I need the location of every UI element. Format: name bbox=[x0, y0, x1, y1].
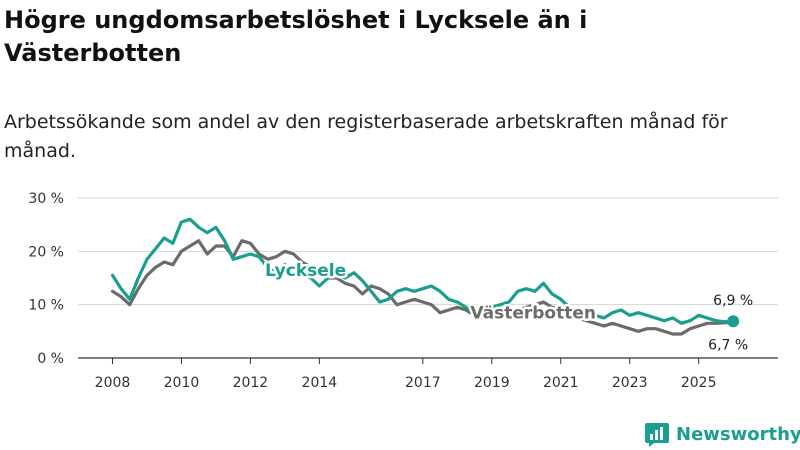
series-layer bbox=[110, 217, 740, 336]
x-tick-label: 2019 bbox=[474, 375, 510, 391]
x-tick-label: 2012 bbox=[233, 375, 269, 391]
y-tick-label: 10 % bbox=[28, 298, 64, 314]
y-tick-label: 20 % bbox=[28, 244, 64, 260]
x-tick-label: 2010 bbox=[164, 375, 200, 391]
end-label-vasterbotten: 6,7 % bbox=[708, 337, 748, 353]
y-tick-label: 30 % bbox=[28, 191, 64, 207]
label-layer: 6,9 % 6,7 % Lycksele Västerbotten bbox=[263, 259, 754, 354]
x-axis-ticks: 2008 2010 2012 2014 2017 2019 2021 2023 2025 bbox=[95, 358, 717, 391]
end-label-lycksele: 6,9 % bbox=[713, 293, 753, 309]
y-axis-ticks: 0 % 10 % 20 % 30 % bbox=[28, 191, 64, 367]
y-tick-label: 0 % bbox=[37, 351, 64, 367]
x-tick-label: 2014 bbox=[302, 375, 338, 391]
brand-logo: Newsworthy bbox=[644, 420, 800, 448]
series-line-lycksele bbox=[110, 217, 735, 325]
series-label-lycksele: Lycksele bbox=[265, 261, 346, 281]
x-tick-label: 2008 bbox=[95, 375, 131, 391]
end-point-lycksele bbox=[727, 315, 740, 328]
chart-title: Högre ungdomsarbetslöshet i Lycksele än … bbox=[4, 6, 588, 67]
bar-chart-logo-icon bbox=[645, 423, 669, 447]
chart-subtitle: Arbetssökande som andel av den registerb… bbox=[4, 111, 728, 162]
brand-name: Newsworthy bbox=[676, 423, 800, 445]
x-tick-label: 2025 bbox=[681, 375, 717, 391]
x-tick-label: 2017 bbox=[405, 375, 441, 391]
series-label-vasterbotten: Västerbotten bbox=[470, 304, 596, 324]
series-line-vasterbotten bbox=[110, 239, 735, 336]
x-tick-label: 2023 bbox=[612, 375, 648, 391]
x-tick-label: 2021 bbox=[543, 375, 579, 391]
